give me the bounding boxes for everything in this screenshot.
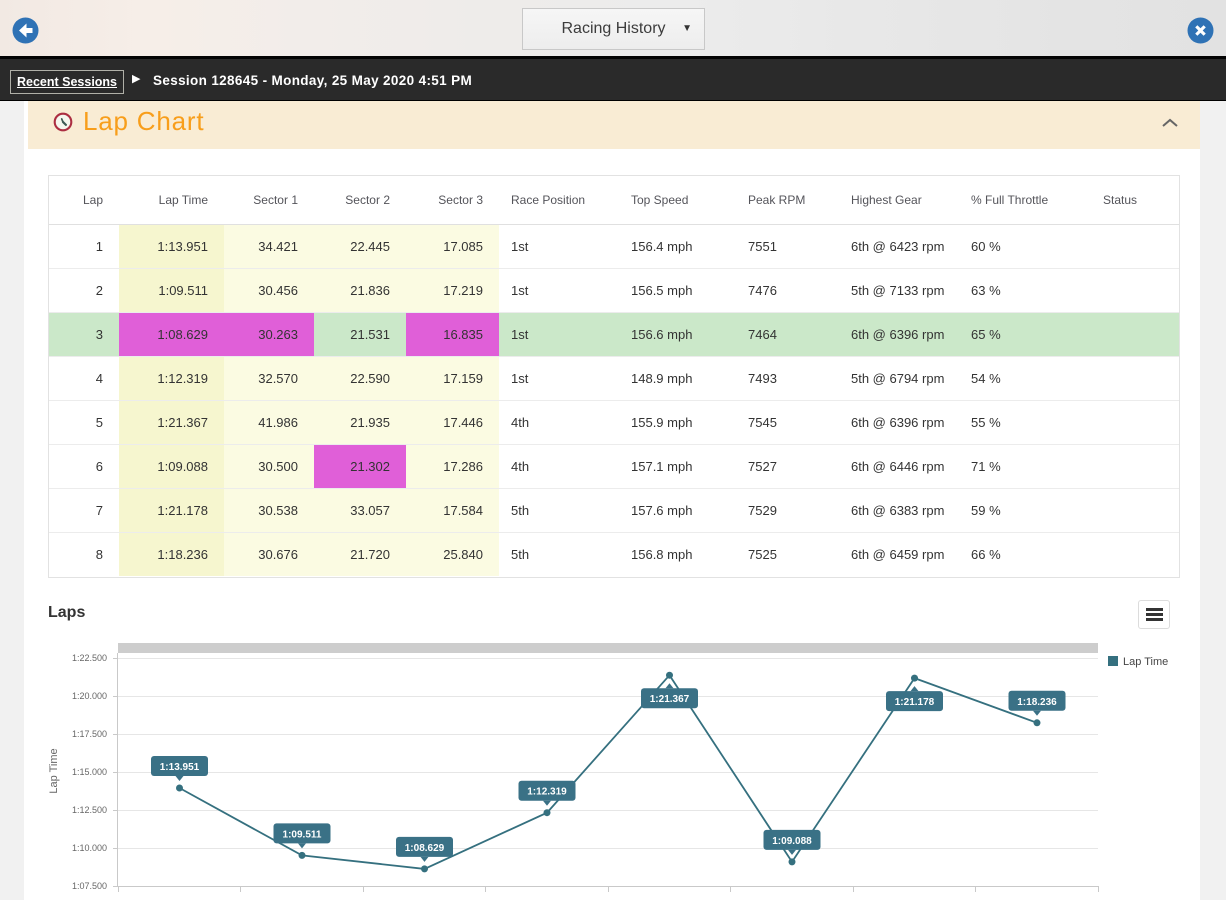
svg-text:Lap Time: Lap Time: [48, 748, 60, 793]
svg-text:1:12.319: 1:12.319: [527, 787, 567, 798]
svg-text:1:10.000: 1:10.000: [72, 843, 107, 853]
svg-text:1:21.178: 1:21.178: [895, 697, 935, 708]
svg-text:1:22.500: 1:22.500: [72, 653, 107, 663]
svg-text:1:21.367: 1:21.367: [650, 694, 690, 705]
svg-text:1:17.500: 1:17.500: [72, 729, 107, 739]
svg-text:1:13.951: 1:13.951: [160, 762, 200, 773]
svg-text:1:20.000: 1:20.000: [72, 691, 107, 701]
svg-text:1:08.629: 1:08.629: [405, 843, 445, 854]
svg-text:1:07.500: 1:07.500: [72, 881, 107, 891]
svg-text:1:15.000: 1:15.000: [72, 767, 107, 777]
svg-text:1:09.511: 1:09.511: [283, 829, 322, 840]
svg-text:1:12.500: 1:12.500: [72, 805, 107, 815]
svg-text:Lap Time: Lap Time: [1123, 656, 1168, 668]
svg-text:1:09.088: 1:09.088: [772, 836, 812, 847]
svg-text:1:18.236: 1:18.236: [1017, 697, 1057, 708]
